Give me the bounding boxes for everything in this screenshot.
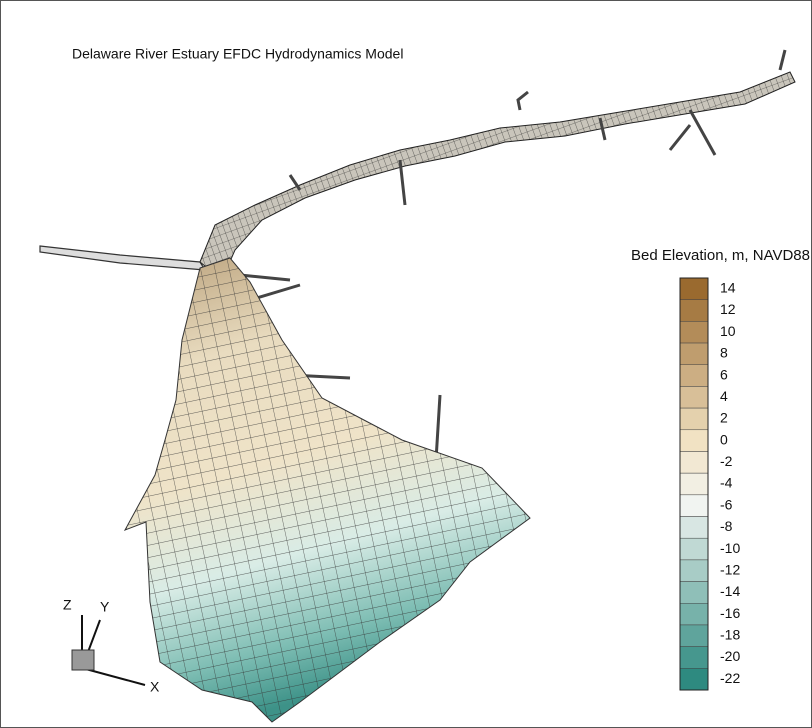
- colorbar-band: [680, 495, 708, 517]
- colorbar-label: 6: [720, 366, 728, 382]
- colorbar-band: [680, 625, 708, 647]
- colorbar-band: [680, 430, 708, 452]
- colorbar-band: [680, 321, 708, 343]
- colorbar-band: [680, 517, 708, 539]
- colorbar-title: Bed Elevation, m, NAVD88: [631, 247, 810, 264]
- colorbar-label: 2: [720, 410, 728, 426]
- axis-label: Z: [63, 597, 72, 613]
- colorbar-label: -16: [720, 605, 740, 621]
- colorbar-band: [680, 668, 708, 690]
- colorbar-band: [680, 408, 708, 430]
- colorbar-label: -10: [720, 540, 740, 556]
- colorbar-band: [680, 451, 708, 473]
- axis-label: Y: [100, 599, 110, 615]
- axis-label: X: [150, 679, 160, 695]
- colorbar-band: [680, 365, 708, 387]
- colorbar-label: -12: [720, 561, 740, 577]
- colorbar-label: 8: [720, 345, 728, 361]
- colorbar-band: [680, 647, 708, 669]
- colorbar-band: [680, 560, 708, 582]
- colorbar-label: -20: [720, 648, 740, 664]
- colorbar-label: -8: [720, 518, 733, 534]
- colorbar-band: [680, 538, 708, 560]
- colorbar-label: 14: [720, 280, 736, 296]
- visualization: Z Y X Delaware River Estuary EFDC Hydrod…: [0, 0, 812, 728]
- colorbar-band: [680, 278, 708, 300]
- colorbar-label: 0: [720, 431, 728, 447]
- colorbar-band: [680, 343, 708, 365]
- colorbar-label: -22: [720, 670, 740, 686]
- colorbar-band: [680, 603, 708, 625]
- colorbar-band: [680, 300, 708, 322]
- colorbar-label: -18: [720, 626, 740, 642]
- colorbar-band: [680, 386, 708, 408]
- colorbar-label: -4: [720, 475, 733, 491]
- colorbar-label: 12: [720, 301, 736, 317]
- colorbar-band: [680, 473, 708, 495]
- colorbar-label: 4: [720, 388, 728, 404]
- colorbar-label: -14: [720, 583, 740, 599]
- colorbar-label: 10: [720, 323, 736, 339]
- colorbar-label: -2: [720, 453, 733, 469]
- colorbar-band: [680, 582, 708, 604]
- colorbar-label: -6: [720, 496, 733, 512]
- title: Delaware River Estuary EFDC Hydrodynamic…: [72, 46, 403, 62]
